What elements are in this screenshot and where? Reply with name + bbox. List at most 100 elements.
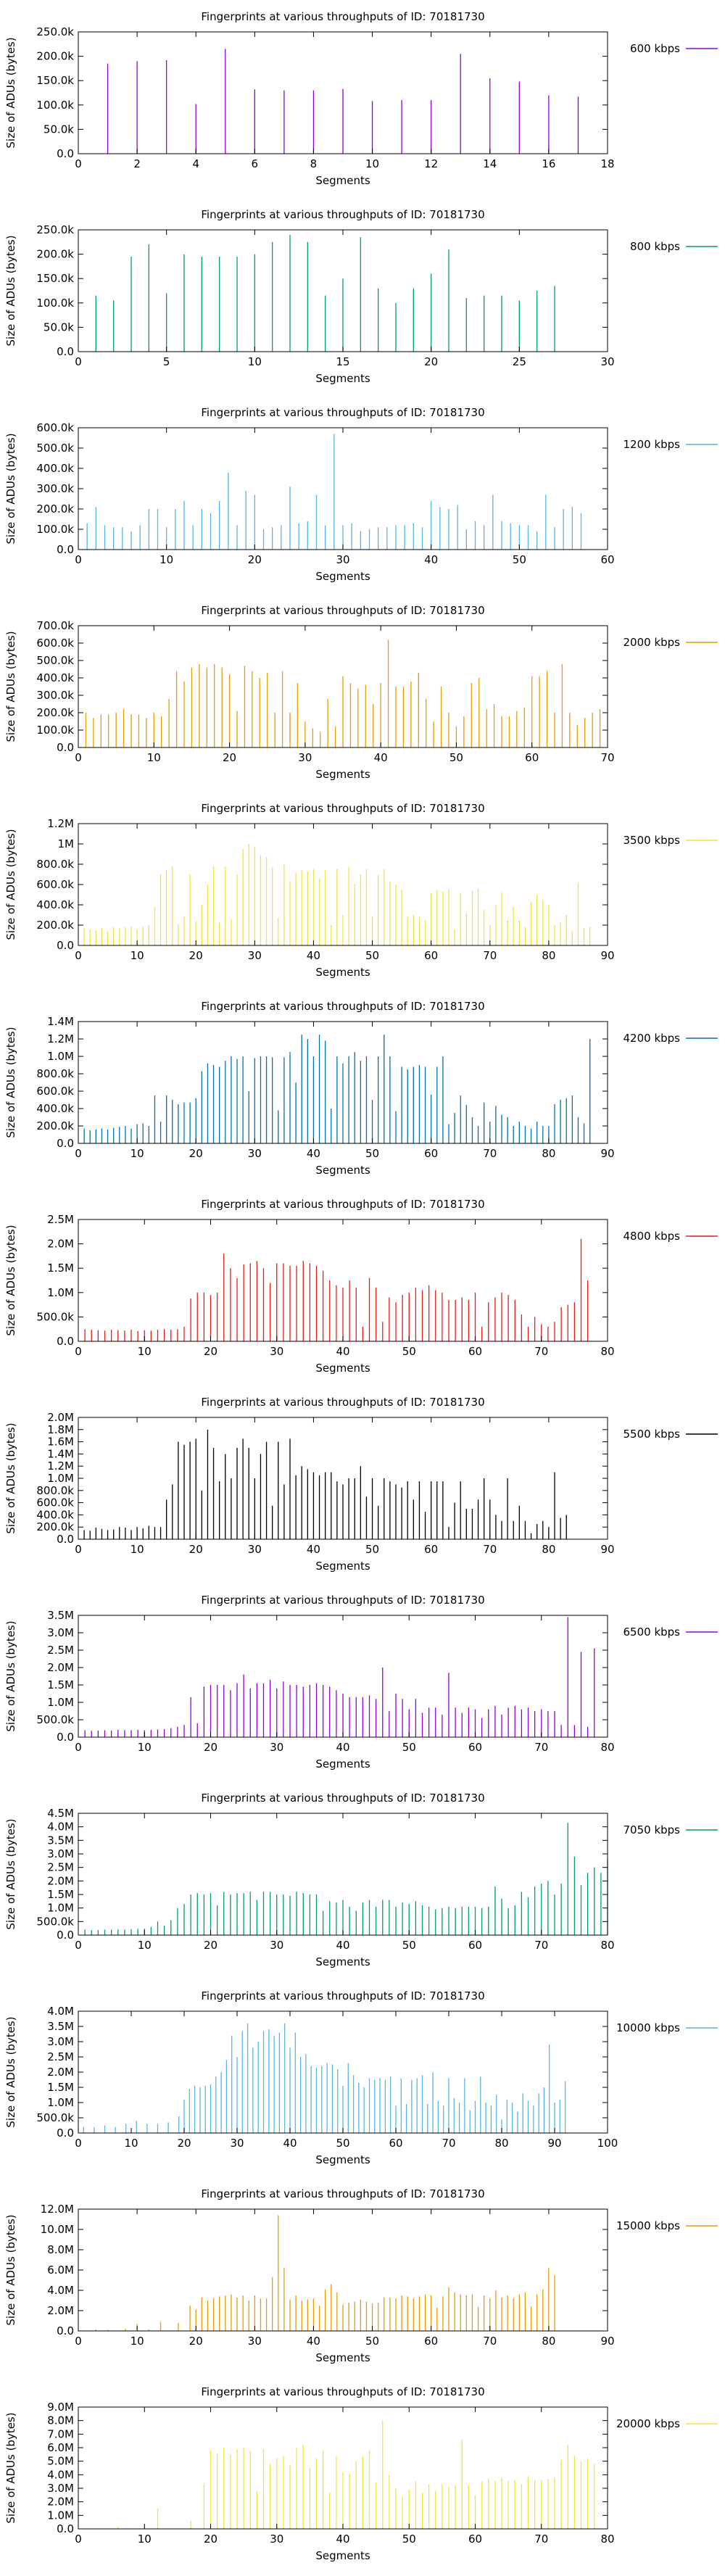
x-tick-label: 100 <box>597 2137 618 2150</box>
y-axis-label: Size of ADUs (bytes) <box>4 2214 17 2325</box>
chart-title: Fingerprints at various throughputs of I… <box>201 1396 484 1409</box>
y-tick-label: 3.5M <box>47 1834 74 1847</box>
y-tick-label: 8.0M <box>47 2243 74 2256</box>
x-axis-label: Segments <box>315 1362 370 1375</box>
x-tick-label: 70 <box>534 1741 548 1754</box>
y-tick-label: 0.0 <box>57 2126 74 2140</box>
x-tick-label: 60 <box>424 949 438 962</box>
y-tick-label: 1.0M <box>47 2509 74 2522</box>
x-tick-label: 10 <box>160 553 173 566</box>
x-tick-label: 20 <box>189 1543 203 1556</box>
x-tick-label: 10 <box>248 355 262 368</box>
x-tick-label: 10 <box>130 949 144 962</box>
y-tick-label: 500.0k <box>36 1310 74 1323</box>
x-tick-label: 70 <box>534 2532 548 2546</box>
y-tick-label: 500.0k <box>36 442 74 455</box>
y-tick-label: 1.4M <box>47 1015 74 1028</box>
x-tick-label: 30 <box>248 1543 262 1556</box>
legend-label: 3500 kbps <box>624 834 681 847</box>
y-tick-label: 600.0k <box>36 637 74 650</box>
x-tick-label: 25 <box>513 355 526 368</box>
x-tick-label: 60 <box>468 1345 482 1358</box>
y-tick-label: 400.0k <box>36 1102 74 1115</box>
y-tick-label: 7.0M <box>47 2427 74 2440</box>
y-tick-label: 200.0k <box>36 706 74 719</box>
bar-chart: Fingerprints at various throughputs of I… <box>4 1594 718 1771</box>
y-tick-label: 6.0M <box>47 2441 74 2454</box>
y-tick-label: 1.4M <box>47 1447 74 1460</box>
x-tick-label: 0 <box>75 157 82 170</box>
chart-title: Fingerprints at various throughputs of I… <box>201 2385 484 2398</box>
x-tick-label: 90 <box>547 2137 561 2150</box>
x-tick-label: 40 <box>336 2532 349 2546</box>
x-tick-label: 30 <box>230 2137 244 2150</box>
x-axis-label: Segments <box>315 2549 370 2562</box>
x-axis-label: Segments <box>315 1164 370 1177</box>
y-tick-label: 400.0k <box>36 671 74 684</box>
x-axis-label: Segments <box>315 966 370 979</box>
y-tick-label: 150.0k <box>36 272 74 285</box>
x-tick-label: 30 <box>248 949 262 962</box>
x-tick-label: 90 <box>600 949 614 962</box>
legend-label: 4800 kbps <box>624 1230 681 1243</box>
x-tick-label: 50 <box>336 2137 349 2150</box>
y-tick-label: 200.0k <box>36 50 74 63</box>
x-tick-label: 0 <box>75 355 82 368</box>
x-tick-label: 14 <box>483 157 497 170</box>
bar-chart: Fingerprints at various throughputs of I… <box>4 10 718 187</box>
y-tick-label: 50.0k <box>44 320 74 334</box>
x-tick-label: 0 <box>75 2335 82 2348</box>
x-tick-label: 70 <box>534 1939 548 1952</box>
x-axis-label: Segments <box>315 372 370 385</box>
chart-panel-1: Fingerprints at various throughputs of I… <box>0 0 725 198</box>
y-tick-label: 500.0k <box>36 1713 74 1726</box>
y-tick-label: 50.0k <box>44 123 74 136</box>
x-tick-label: 30 <box>298 751 312 764</box>
x-tick-label: 0 <box>75 1147 82 1160</box>
legend-label: 2000 kbps <box>624 636 681 649</box>
y-tick-label: 2.0M <box>47 1661 74 1674</box>
x-tick-label: 20 <box>424 355 438 368</box>
y-tick-label: 500.0k <box>36 654 74 667</box>
y-tick-label: 1.5M <box>47 2081 74 2094</box>
bar-chart: Fingerprints at various throughputs of I… <box>4 208 718 385</box>
x-tick-label: 30 <box>248 1147 262 1160</box>
legend-label: 4200 kbps <box>624 1032 681 1045</box>
y-tick-label: 0.0 <box>57 1929 74 1942</box>
chart-panel-4: Fingerprints at various throughputs of I… <box>0 594 725 792</box>
y-axis-label: Size of ADUs (bytes) <box>4 433 17 544</box>
x-tick-label: 50 <box>402 1741 416 1754</box>
y-axis-label: Size of ADUs (bytes) <box>4 1027 17 1138</box>
y-tick-label: 1.0M <box>47 1696 74 1709</box>
x-tick-label: 0 <box>75 1939 82 1952</box>
x-tick-label: 80 <box>600 1939 614 1952</box>
y-tick-label: 4.0M <box>47 1821 74 1834</box>
x-tick-label: 10 <box>138 1345 152 1358</box>
x-tick-label: 10 <box>130 2335 144 2348</box>
chart-title: Fingerprints at various throughputs of I… <box>201 406 484 419</box>
y-tick-label: 1.5M <box>47 1262 74 1275</box>
legend-label: 5500 kbps <box>624 1428 681 1441</box>
bar-chart: Fingerprints at various throughputs of I… <box>4 1198 718 1375</box>
y-tick-label: 100.0k <box>36 523 74 536</box>
y-tick-label: 600.0k <box>36 1496 74 1509</box>
x-tick-label: 20 <box>189 1147 203 1160</box>
chart-title: Fingerprints at various throughputs of I… <box>201 1000 484 1013</box>
x-tick-label: 30 <box>270 1741 283 1754</box>
y-tick-label: 600.0k <box>36 878 74 891</box>
y-tick-label: 0.0 <box>57 543 74 556</box>
y-tick-label: 200.0k <box>36 502 74 515</box>
chart-title: Fingerprints at various throughputs of I… <box>201 1792 484 1805</box>
y-tick-label: 500.0k <box>36 1915 74 1928</box>
x-tick-label: 20 <box>204 1345 218 1358</box>
y-tick-label: 1.2M <box>47 1032 74 1045</box>
y-tick-label: 800.0k <box>36 1067 74 1080</box>
x-tick-label: 70 <box>483 1543 497 1556</box>
x-tick-label: 60 <box>468 1741 482 1754</box>
x-tick-label: 60 <box>468 2532 482 2546</box>
x-tick-label: 40 <box>336 1939 349 1952</box>
legend-label: 20000 kbps <box>616 2417 680 2430</box>
y-tick-label: 1.5M <box>47 1888 74 1901</box>
x-tick-label: 10 <box>138 1741 152 1754</box>
y-tick-label: 500.0k <box>36 2111 74 2124</box>
